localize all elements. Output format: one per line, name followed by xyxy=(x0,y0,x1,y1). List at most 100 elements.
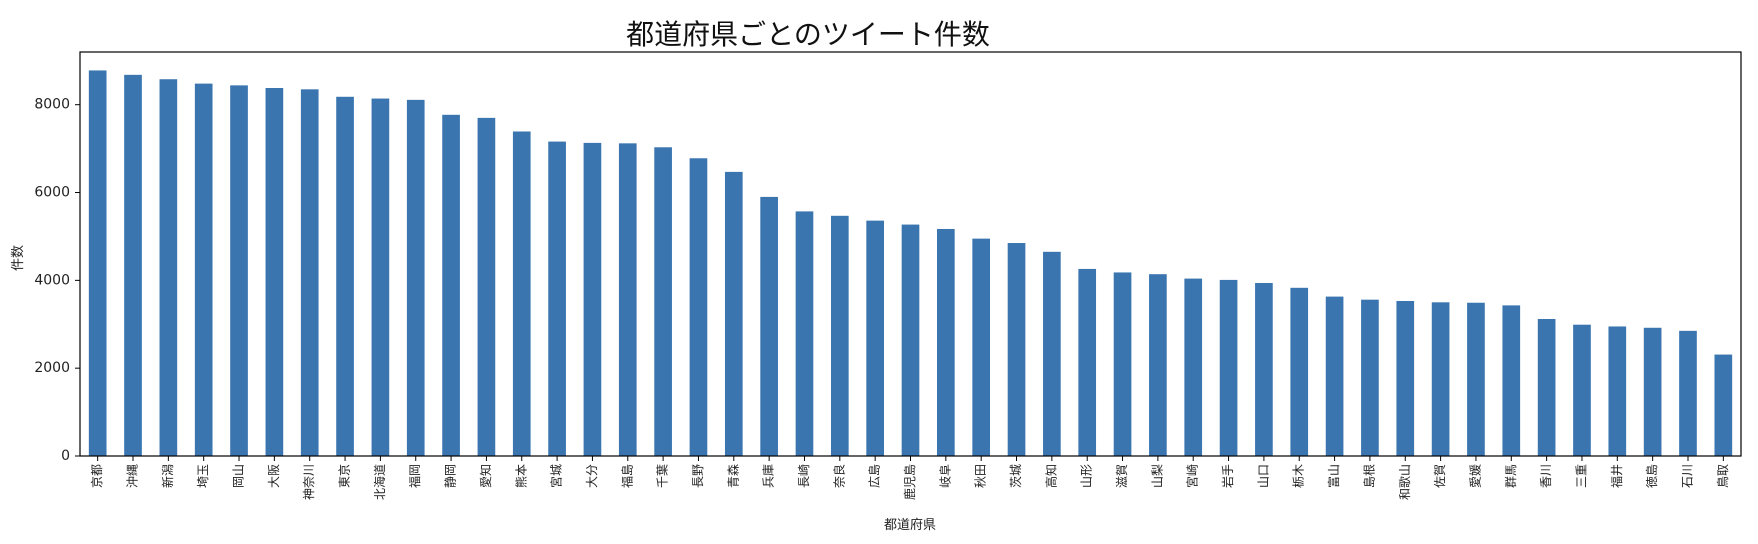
y-tick-label: 2000 xyxy=(34,360,70,376)
x-tick-label: 岡山 xyxy=(232,464,246,488)
bar-岩手 xyxy=(1219,279,1238,456)
bar-滋賀 xyxy=(1113,272,1132,456)
bar-静岡 xyxy=(442,114,460,457)
bar-島根 xyxy=(1361,299,1379,456)
x-tick-label: 長崎 xyxy=(797,464,811,488)
x-tick-label: 佐賀 xyxy=(1433,464,1447,488)
bar-兵庫 xyxy=(760,196,778,456)
bar-福岡 xyxy=(406,99,425,457)
bar-青森 xyxy=(724,171,743,456)
y-tick-label: 0 xyxy=(61,448,70,464)
x-tick-label: 兵庫 xyxy=(762,464,776,488)
bar-沖縄 xyxy=(124,74,142,456)
y-axis-ticks: 0 2000 4000 6000 8000 xyxy=(34,97,80,464)
bars-layer xyxy=(88,70,1733,457)
bar-徳島 xyxy=(1643,327,1662,456)
bar-和歌山 xyxy=(1396,300,1415,456)
x-tick-label: 北海道 xyxy=(372,464,387,500)
bar-広島 xyxy=(866,220,884,456)
chart-title: 都道府県ごとのツイート件数 xyxy=(626,18,990,51)
bar-秋田 xyxy=(972,238,991,456)
x-tick-label: 鳥取 xyxy=(1715,464,1730,488)
bar-新潟 xyxy=(159,79,178,456)
y-tick-label: 8000 xyxy=(34,97,70,113)
x-tick-label: 千葉 xyxy=(656,464,670,488)
bar-山梨 xyxy=(1149,274,1167,456)
x-tick-label: 富山 xyxy=(1326,464,1341,488)
x-tick-label: 沖縄 xyxy=(125,464,140,488)
x-tick-label: 和歌山 xyxy=(1397,464,1412,500)
x-tick-label: 滋賀 xyxy=(1115,464,1129,488)
bar-鳥取 xyxy=(1714,354,1733,456)
bar-愛知 xyxy=(477,117,496,457)
x-tick-label: 愛媛 xyxy=(1468,464,1482,488)
x-tick-label: 岩手 xyxy=(1220,464,1235,488)
x-tick-label: 香川 xyxy=(1539,464,1553,488)
x-axis-title: 都道府県 xyxy=(884,518,936,533)
bar-千葉 xyxy=(654,147,672,457)
bar-茨城 xyxy=(1007,243,1026,456)
x-tick-label: 福岡 xyxy=(407,464,422,488)
x-tick-label: 広島 xyxy=(867,464,882,488)
y-tick-label: 4000 xyxy=(34,272,70,288)
x-tick-label: 島根 xyxy=(1361,464,1376,488)
y-axis-title: 件数 xyxy=(11,245,26,271)
bar-高知 xyxy=(1043,251,1061,456)
x-tick-label: 新潟 xyxy=(160,464,175,488)
x-tick-label: 石川 xyxy=(1680,464,1694,488)
x-tick-label: 愛知 xyxy=(479,464,493,488)
x-axis-ticks: 京都 沖縄 新潟 埼玉 岡山 大阪 神奈川 東京 北海道 福岡 静岡 愛知 熊本 宮城 大分 福島 千葉 長野 青森… xyxy=(90,456,1730,500)
bar-山形 xyxy=(1078,268,1097,456)
bar-愛媛 xyxy=(1467,302,1485,456)
x-tick-label: 京都 xyxy=(90,464,104,488)
bar-石川 xyxy=(1679,330,1697,456)
bar-宮城 xyxy=(548,141,566,456)
bar-埼玉 xyxy=(194,83,213,457)
x-tick-label: 福井 xyxy=(1609,464,1624,488)
bar-山口 xyxy=(1255,282,1273,456)
x-tick-label: 宮城 xyxy=(549,464,564,488)
x-tick-label: 熊本 xyxy=(513,464,528,488)
plot-frame xyxy=(79,51,1742,457)
x-tick-label: 東京 xyxy=(338,464,352,488)
x-tick-label: 埼玉 xyxy=(196,464,210,488)
x-tick-label: 福島 xyxy=(619,464,634,488)
x-tick-label: 静岡 xyxy=(444,464,458,488)
bar-群馬 xyxy=(1502,305,1521,456)
bar-福島 xyxy=(618,143,637,456)
bar-熊本 xyxy=(512,131,531,457)
x-tick-label: 長野 xyxy=(691,464,705,488)
bar-長崎 xyxy=(795,211,814,456)
x-tick-label: 栃木 xyxy=(1292,464,1306,488)
bar-長野 xyxy=(689,158,708,456)
bar-鹿児島 xyxy=(901,224,920,456)
x-tick-label: 山梨 xyxy=(1150,464,1164,488)
bar-香川 xyxy=(1537,318,1556,456)
bar-東京 xyxy=(336,96,354,456)
x-tick-label: 山口 xyxy=(1256,464,1270,488)
x-tick-label: 高知 xyxy=(1043,464,1058,488)
bar-三重 xyxy=(1573,324,1591,456)
x-tick-label: 群馬 xyxy=(1504,464,1518,488)
bar-宮崎 xyxy=(1184,278,1203,456)
x-tick-label: 山形 xyxy=(1080,464,1094,488)
x-tick-label: 奈良 xyxy=(831,464,846,488)
x-tick-label: 鹿児島 xyxy=(902,464,917,500)
x-tick-label: 三重 xyxy=(1574,464,1588,488)
x-tick-label: 秋田 xyxy=(974,464,988,488)
bar-岐阜 xyxy=(937,228,955,456)
bar-佐賀 xyxy=(1431,302,1450,456)
bar-岡山 xyxy=(230,85,248,457)
x-tick-label: 大分 xyxy=(585,464,599,488)
bar-大分 xyxy=(583,142,602,456)
bar-富山 xyxy=(1325,296,1344,456)
bar-神奈川 xyxy=(300,89,319,456)
bar-京都 xyxy=(88,70,107,456)
x-tick-label: 神奈川 xyxy=(302,464,316,500)
x-tick-label: 宮崎 xyxy=(1185,464,1200,488)
y-tick-label: 6000 xyxy=(34,185,70,201)
bar-福井 xyxy=(1608,326,1627,456)
x-tick-label: 大阪 xyxy=(267,464,281,488)
